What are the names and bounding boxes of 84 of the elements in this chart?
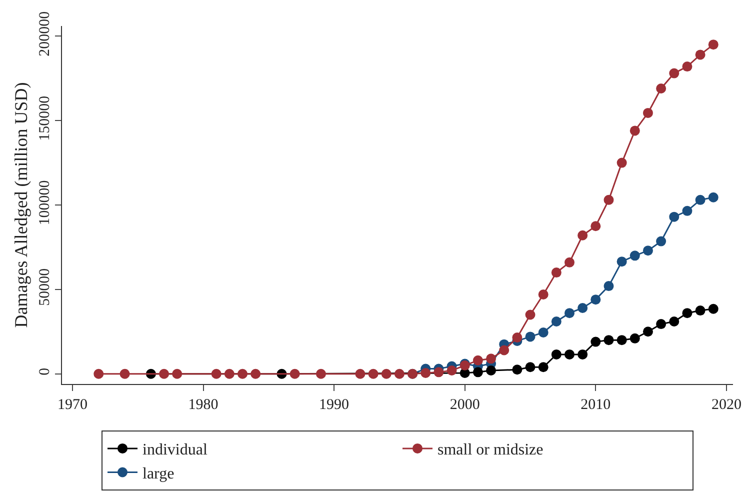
point xyxy=(434,367,444,378)
point xyxy=(159,368,170,379)
point xyxy=(695,50,706,60)
point xyxy=(578,349,588,360)
point xyxy=(486,354,496,364)
point xyxy=(578,230,588,240)
point xyxy=(172,368,182,379)
point xyxy=(656,83,666,94)
point xyxy=(604,335,614,346)
point xyxy=(525,310,536,320)
point xyxy=(669,68,680,78)
point xyxy=(120,368,130,379)
x-tick-label: 1980 xyxy=(188,397,218,413)
point xyxy=(512,332,522,343)
point xyxy=(472,355,483,366)
point xyxy=(551,268,562,278)
point xyxy=(616,256,627,267)
point xyxy=(708,40,718,50)
x-tick-label: 1970 xyxy=(57,397,88,413)
legend-label: individual xyxy=(142,442,208,459)
point xyxy=(290,368,300,379)
y-tick-label: 100000 xyxy=(37,180,53,226)
x-tick-label: 2000 xyxy=(450,397,480,413)
point xyxy=(590,294,601,305)
y-tick-label: 150000 xyxy=(37,96,53,141)
legend-label: large xyxy=(142,465,174,482)
point xyxy=(355,368,366,379)
point xyxy=(564,308,574,318)
point xyxy=(616,335,627,346)
y-tick-label: 50000 xyxy=(37,268,53,306)
point xyxy=(368,368,378,379)
point xyxy=(630,250,640,261)
point xyxy=(564,257,574,268)
point xyxy=(499,345,510,356)
point xyxy=(250,368,261,379)
point xyxy=(211,368,222,379)
point xyxy=(316,368,326,379)
point xyxy=(538,290,548,300)
point xyxy=(94,368,104,379)
point xyxy=(525,332,536,342)
point xyxy=(630,126,640,136)
point xyxy=(708,304,718,314)
point xyxy=(381,368,392,379)
point xyxy=(604,194,614,205)
point xyxy=(590,336,601,347)
point xyxy=(512,364,522,375)
point xyxy=(682,308,692,318)
point xyxy=(420,368,431,378)
x-tick-label: 2010 xyxy=(580,397,611,413)
point xyxy=(564,349,574,360)
y-axis-title: Damages Alledged (million USD) xyxy=(11,82,32,328)
point xyxy=(630,333,640,344)
point xyxy=(682,62,692,72)
point xyxy=(394,368,404,379)
y-tick-label: 0 xyxy=(37,368,53,376)
point xyxy=(551,349,562,360)
point xyxy=(695,306,706,316)
point xyxy=(551,316,562,327)
point xyxy=(224,368,234,379)
point xyxy=(486,365,496,376)
point xyxy=(446,365,457,376)
point xyxy=(708,192,718,202)
point xyxy=(604,281,614,292)
legend-label: small or midsize xyxy=(438,442,544,459)
point xyxy=(642,108,653,118)
x-tick-label: 1990 xyxy=(319,397,350,413)
point xyxy=(538,362,548,372)
point xyxy=(525,362,536,372)
point xyxy=(642,246,653,256)
point xyxy=(656,236,666,246)
point xyxy=(238,368,248,379)
point xyxy=(616,158,627,168)
point xyxy=(642,326,653,337)
point xyxy=(656,319,666,330)
y-tick-label: 200000 xyxy=(37,11,53,56)
point xyxy=(578,303,588,314)
point xyxy=(669,212,680,222)
point xyxy=(590,221,601,232)
point xyxy=(669,316,680,327)
point xyxy=(682,206,692,216)
point xyxy=(472,367,483,378)
point xyxy=(695,194,706,205)
x-tick-label: 2020 xyxy=(711,397,742,413)
point xyxy=(538,328,548,338)
